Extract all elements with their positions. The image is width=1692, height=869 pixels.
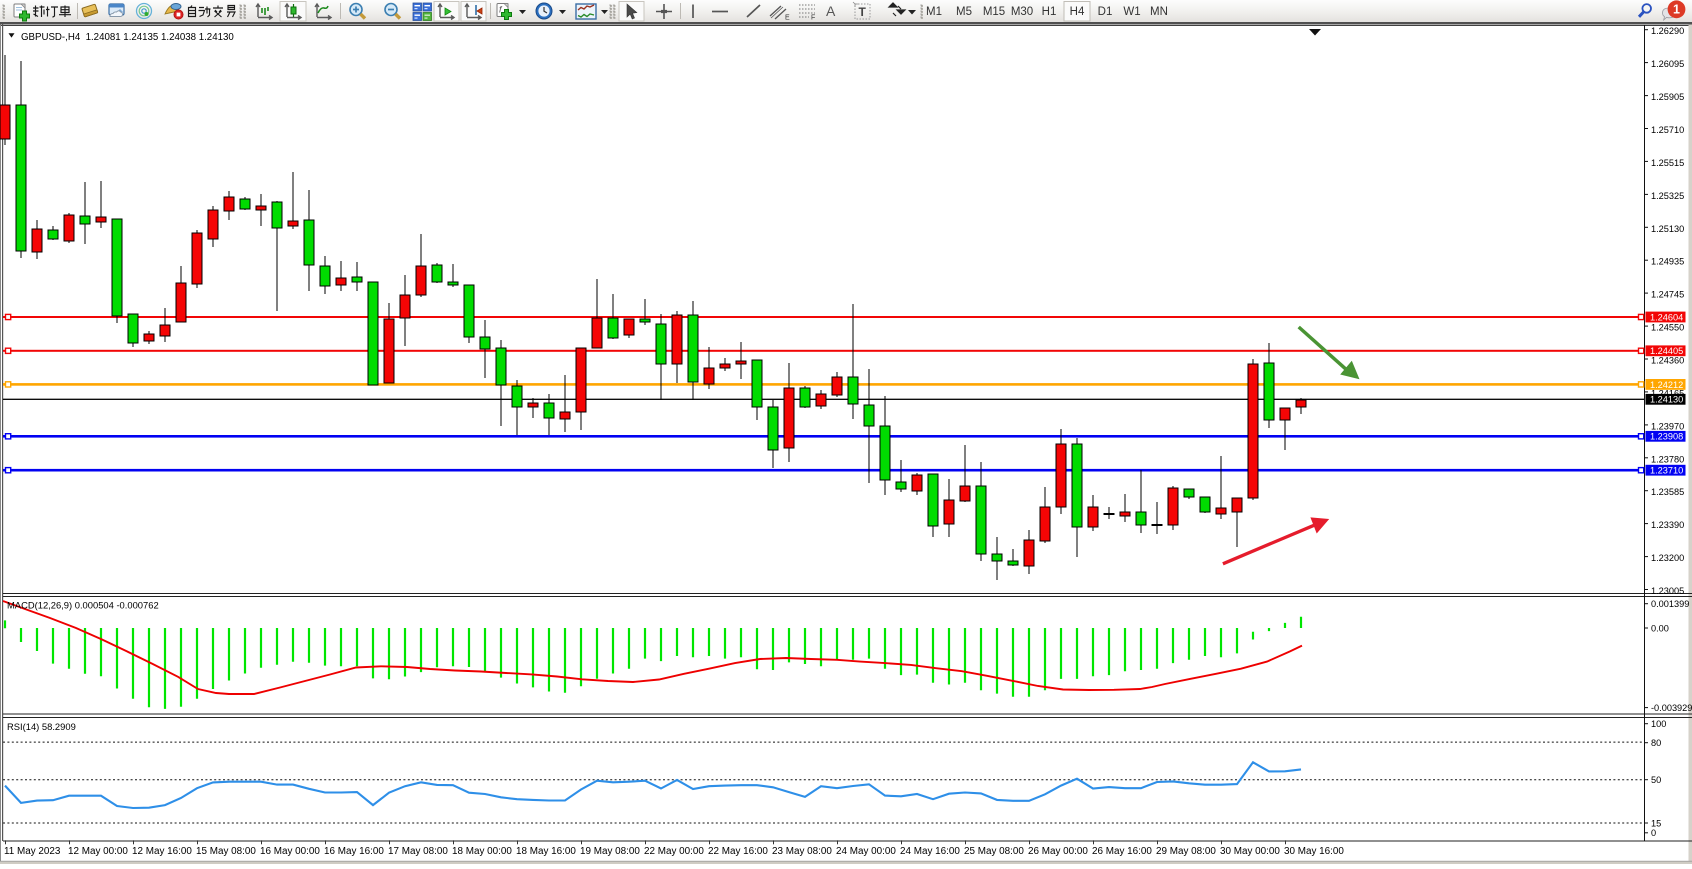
svg-text:1.23390: 1.23390 (1651, 520, 1684, 530)
svg-text:18 May 00:00: 18 May 00:00 (452, 846, 512, 857)
svg-text:18 May 16:00: 18 May 16:00 (516, 846, 576, 857)
svg-text:17 May 08:00: 17 May 08:00 (388, 846, 448, 857)
svg-text:M1: M1 (926, 6, 942, 18)
svg-text:23 May 08:00: 23 May 08:00 (772, 846, 832, 857)
svg-text:1.24405: 1.24405 (1650, 346, 1683, 356)
svg-text:1.25325: 1.25325 (1651, 191, 1684, 201)
svg-text:-0.003929: -0.003929 (1651, 703, 1692, 713)
svg-text:22 May 16:00: 22 May 16:00 (708, 846, 768, 857)
svg-text:RSI(14) 58.2909: RSI(14) 58.2909 (7, 721, 76, 732)
svg-text:12 May 00:00: 12 May 00:00 (68, 846, 128, 857)
svg-text:1.24130: 1.24130 (1650, 395, 1683, 405)
svg-text:MACD(12,26,9) 0.000504 -0.0007: MACD(12,26,9) 0.000504 -0.000762 (7, 600, 159, 611)
svg-text:1.23005: 1.23005 (1651, 586, 1684, 596)
svg-text:15: 15 (1651, 818, 1661, 828)
svg-text:19 May 08:00: 19 May 08:00 (580, 846, 640, 857)
svg-text:26 May 16:00: 26 May 16:00 (1092, 846, 1152, 857)
svg-text:30 May 00:00: 30 May 00:00 (1220, 846, 1280, 857)
svg-text:1.24935: 1.24935 (1651, 257, 1684, 267)
svg-text:80: 80 (1651, 738, 1661, 748)
svg-text:16 May 00:00: 16 May 00:00 (260, 846, 320, 857)
svg-text:M30: M30 (1011, 6, 1033, 18)
svg-text:24 May 16:00: 24 May 16:00 (900, 846, 960, 857)
svg-text:1.23200: 1.23200 (1651, 553, 1684, 563)
svg-text:0: 0 (1651, 828, 1656, 838)
svg-text:T: T (859, 5, 867, 19)
svg-text:A: A (826, 3, 836, 19)
svg-text:F: F (811, 15, 815, 22)
svg-text:1: 1 (1673, 3, 1680, 17)
svg-text:25 May 08:00: 25 May 08:00 (964, 846, 1024, 857)
svg-text:H4: H4 (1070, 6, 1085, 18)
svg-text:1.24360: 1.24360 (1651, 356, 1684, 366)
svg-text:1.25515: 1.25515 (1651, 158, 1684, 168)
svg-text:1.23908: 1.23908 (1650, 432, 1683, 442)
svg-text:E: E (785, 15, 790, 22)
svg-text:1.23710: 1.23710 (1650, 466, 1683, 476)
svg-text:11 May 2023: 11 May 2023 (4, 846, 61, 857)
svg-text:M15: M15 (983, 6, 1005, 18)
svg-text:W1: W1 (1123, 6, 1140, 18)
svg-text:1.24745: 1.24745 (1651, 290, 1684, 300)
svg-text:1.25905: 1.25905 (1651, 92, 1684, 102)
svg-text:100: 100 (1651, 719, 1666, 729)
svg-text:22 May 00:00: 22 May 00:00 (644, 846, 704, 857)
svg-text:1.24604: 1.24604 (1650, 312, 1683, 322)
svg-text:GBPUSD-,H4 1.24081 1.24135 1.: GBPUSD-,H4 1.24081 1.24135 1.24038 1.241… (21, 32, 234, 43)
svg-text:1.23780: 1.23780 (1651, 454, 1684, 464)
svg-text:16 May 16:00: 16 May 16:00 (324, 846, 384, 857)
svg-text:26 May 00:00: 26 May 00:00 (1028, 846, 1088, 857)
svg-text:D1: D1 (1098, 6, 1113, 18)
svg-text:1.25710: 1.25710 (1651, 125, 1684, 135)
svg-text:1.25130: 1.25130 (1651, 224, 1684, 234)
svg-text:12 May 16:00: 12 May 16:00 (132, 846, 192, 857)
svg-text:1.26290: 1.26290 (1651, 26, 1684, 36)
svg-text:1.24212: 1.24212 (1650, 380, 1683, 390)
svg-text:1.26095: 1.26095 (1651, 59, 1684, 69)
svg-text:29 May 08:00: 29 May 08:00 (1156, 846, 1216, 857)
svg-text:0.00: 0.00 (1651, 623, 1669, 633)
svg-text:1.23585: 1.23585 (1651, 487, 1684, 497)
svg-text:30 May 16:00: 30 May 16:00 (1284, 846, 1344, 857)
svg-text:MN: MN (1150, 6, 1168, 18)
svg-text:15 May 08:00: 15 May 08:00 (196, 846, 256, 857)
svg-text:1.23970: 1.23970 (1651, 421, 1684, 431)
svg-text:0.001399: 0.001399 (1651, 599, 1689, 609)
svg-text:1.24550: 1.24550 (1651, 323, 1684, 333)
svg-text:H1: H1 (1042, 6, 1057, 18)
svg-text:M5: M5 (956, 6, 972, 18)
svg-text:50: 50 (1651, 775, 1661, 785)
svg-text:24 May 00:00: 24 May 00:00 (836, 846, 896, 857)
